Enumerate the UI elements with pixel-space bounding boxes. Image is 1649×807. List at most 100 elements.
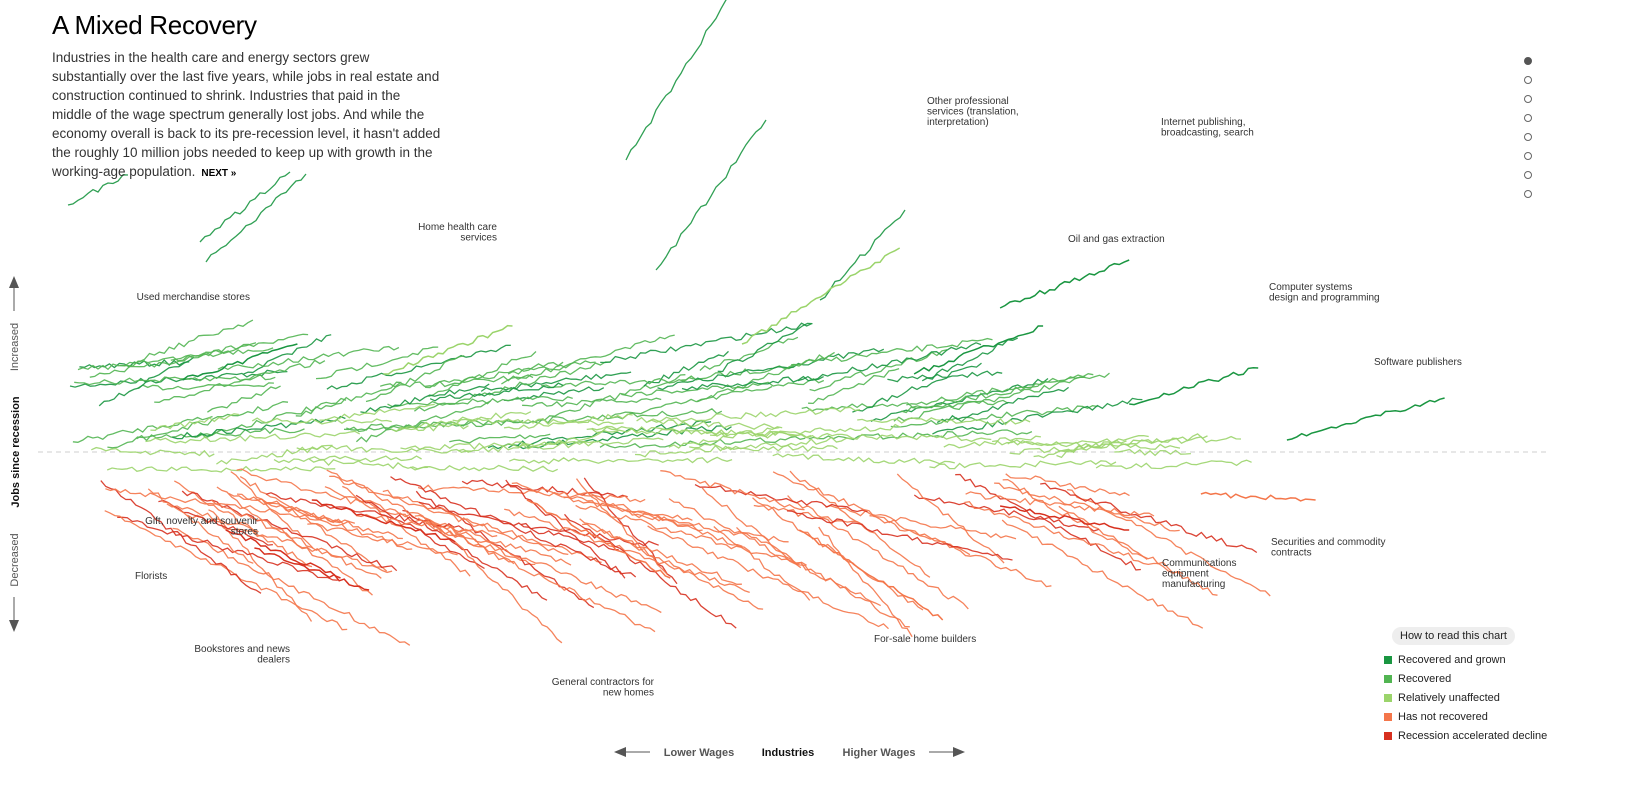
legend-swatch (1384, 732, 1392, 740)
series-label: Internet publishing, broadcasting, search (1161, 117, 1254, 139)
industry-line (507, 360, 596, 375)
industry-line (647, 525, 889, 630)
industry-line (647, 418, 780, 430)
y-axis-label: Jobs since recession (10, 396, 22, 508)
next-link[interactable]: NEXT » (201, 168, 237, 179)
series-line[interactable] (1200, 491, 1316, 502)
series-line[interactable] (913, 325, 1044, 375)
industry-line (145, 430, 361, 444)
industry-line (696, 351, 835, 403)
industry-line (929, 460, 1117, 470)
series-line[interactable] (182, 343, 298, 381)
series-line[interactable] (1129, 367, 1259, 406)
industry-line (539, 429, 619, 446)
series-line[interactable] (741, 247, 901, 345)
industry-line (789, 470, 931, 578)
industry-line (913, 494, 1099, 532)
industry-line (261, 498, 413, 550)
industry-line (503, 386, 605, 402)
step-dot[interactable] (1524, 152, 1532, 160)
industry-line (709, 423, 901, 438)
series-line[interactable] (1286, 397, 1445, 441)
industry-line (438, 528, 563, 644)
step-dot[interactable] (1524, 190, 1532, 198)
industry-line (657, 348, 885, 391)
industry-line (503, 413, 633, 430)
industry-line (74, 374, 276, 386)
industry-line (429, 382, 564, 402)
industry-line (890, 405, 1098, 428)
series-line[interactable] (254, 547, 370, 591)
industry-line (207, 385, 281, 413)
industry-line (307, 523, 458, 556)
industry-line (106, 465, 336, 473)
step-nav (1524, 57, 1536, 209)
industry-line (326, 469, 515, 565)
step-dot[interactable] (1524, 57, 1532, 65)
industry-line (236, 468, 416, 519)
industry-line (921, 337, 1018, 382)
industry-line (1114, 448, 1191, 457)
industry-line (210, 499, 382, 579)
industry-line (808, 367, 900, 405)
legend-swatch (1384, 656, 1392, 664)
industry-line (1009, 433, 1208, 455)
industry-line (72, 415, 213, 443)
step-dot[interactable] (1524, 95, 1532, 103)
industry-line (104, 510, 348, 631)
industry-line (452, 416, 624, 426)
legend-label: Recovered (1398, 673, 1452, 685)
industry-line (717, 322, 813, 373)
industry-line (166, 503, 259, 533)
step-dot[interactable] (1524, 133, 1532, 141)
industry-line (136, 427, 305, 442)
industry-line (414, 361, 611, 412)
industry-line (625, 0, 727, 161)
industry-line (583, 477, 678, 585)
step-dot[interactable] (1524, 171, 1532, 179)
series-line[interactable] (999, 505, 1130, 531)
legend-swatch (1384, 694, 1392, 702)
industry-line (402, 509, 548, 601)
legend-label: Has not recovered (1398, 711, 1488, 723)
series-label: Home health care services (418, 222, 497, 244)
y-axis: Increased Jobs since recession Decreased (9, 276, 22, 632)
series-label: Bookstores and news dealers (194, 644, 290, 666)
industry-line (992, 439, 1181, 450)
step-dot[interactable] (1524, 76, 1532, 84)
industry-line (694, 484, 868, 513)
series-line[interactable] (999, 259, 1130, 309)
industry-line (513, 408, 723, 424)
series-label: For-sale home builders (874, 634, 976, 645)
y-down-label: Decreased (9, 533, 21, 586)
industry-line (117, 516, 338, 581)
industry-line (173, 480, 313, 568)
legend-label: Recovered and grown (1398, 654, 1506, 666)
industry-line (636, 406, 861, 424)
industry-line (251, 417, 392, 425)
how-to-read-button[interactable]: How to read this chart (1392, 627, 1515, 645)
step-dot[interactable] (1524, 114, 1532, 122)
industry-line (586, 426, 728, 437)
series-label: Computer systems design and programming (1269, 282, 1380, 304)
series-label: Gift, novelty and souvenir stores (145, 516, 259, 538)
industry-line (600, 322, 812, 364)
industry-line (809, 349, 948, 392)
industry-line (522, 397, 662, 408)
industry-line (1058, 505, 1218, 596)
industry-line (575, 504, 807, 566)
x-high-label: Higher Wages (843, 747, 916, 759)
industry-line (906, 373, 1094, 406)
series-line[interactable] (526, 499, 671, 579)
industry-line (660, 470, 805, 511)
industry-line (205, 173, 307, 263)
industry-line (417, 484, 646, 503)
series-line[interactable] (311, 499, 456, 543)
series-line[interactable] (383, 324, 513, 375)
series-line[interactable] (798, 529, 944, 621)
legend-item: Relatively unaffected (1384, 691, 1549, 710)
industry-line (508, 456, 733, 465)
industry-line (887, 370, 1003, 383)
intro-body: Industries in the health care and energy… (52, 50, 441, 179)
series-line[interactable] (225, 529, 341, 579)
